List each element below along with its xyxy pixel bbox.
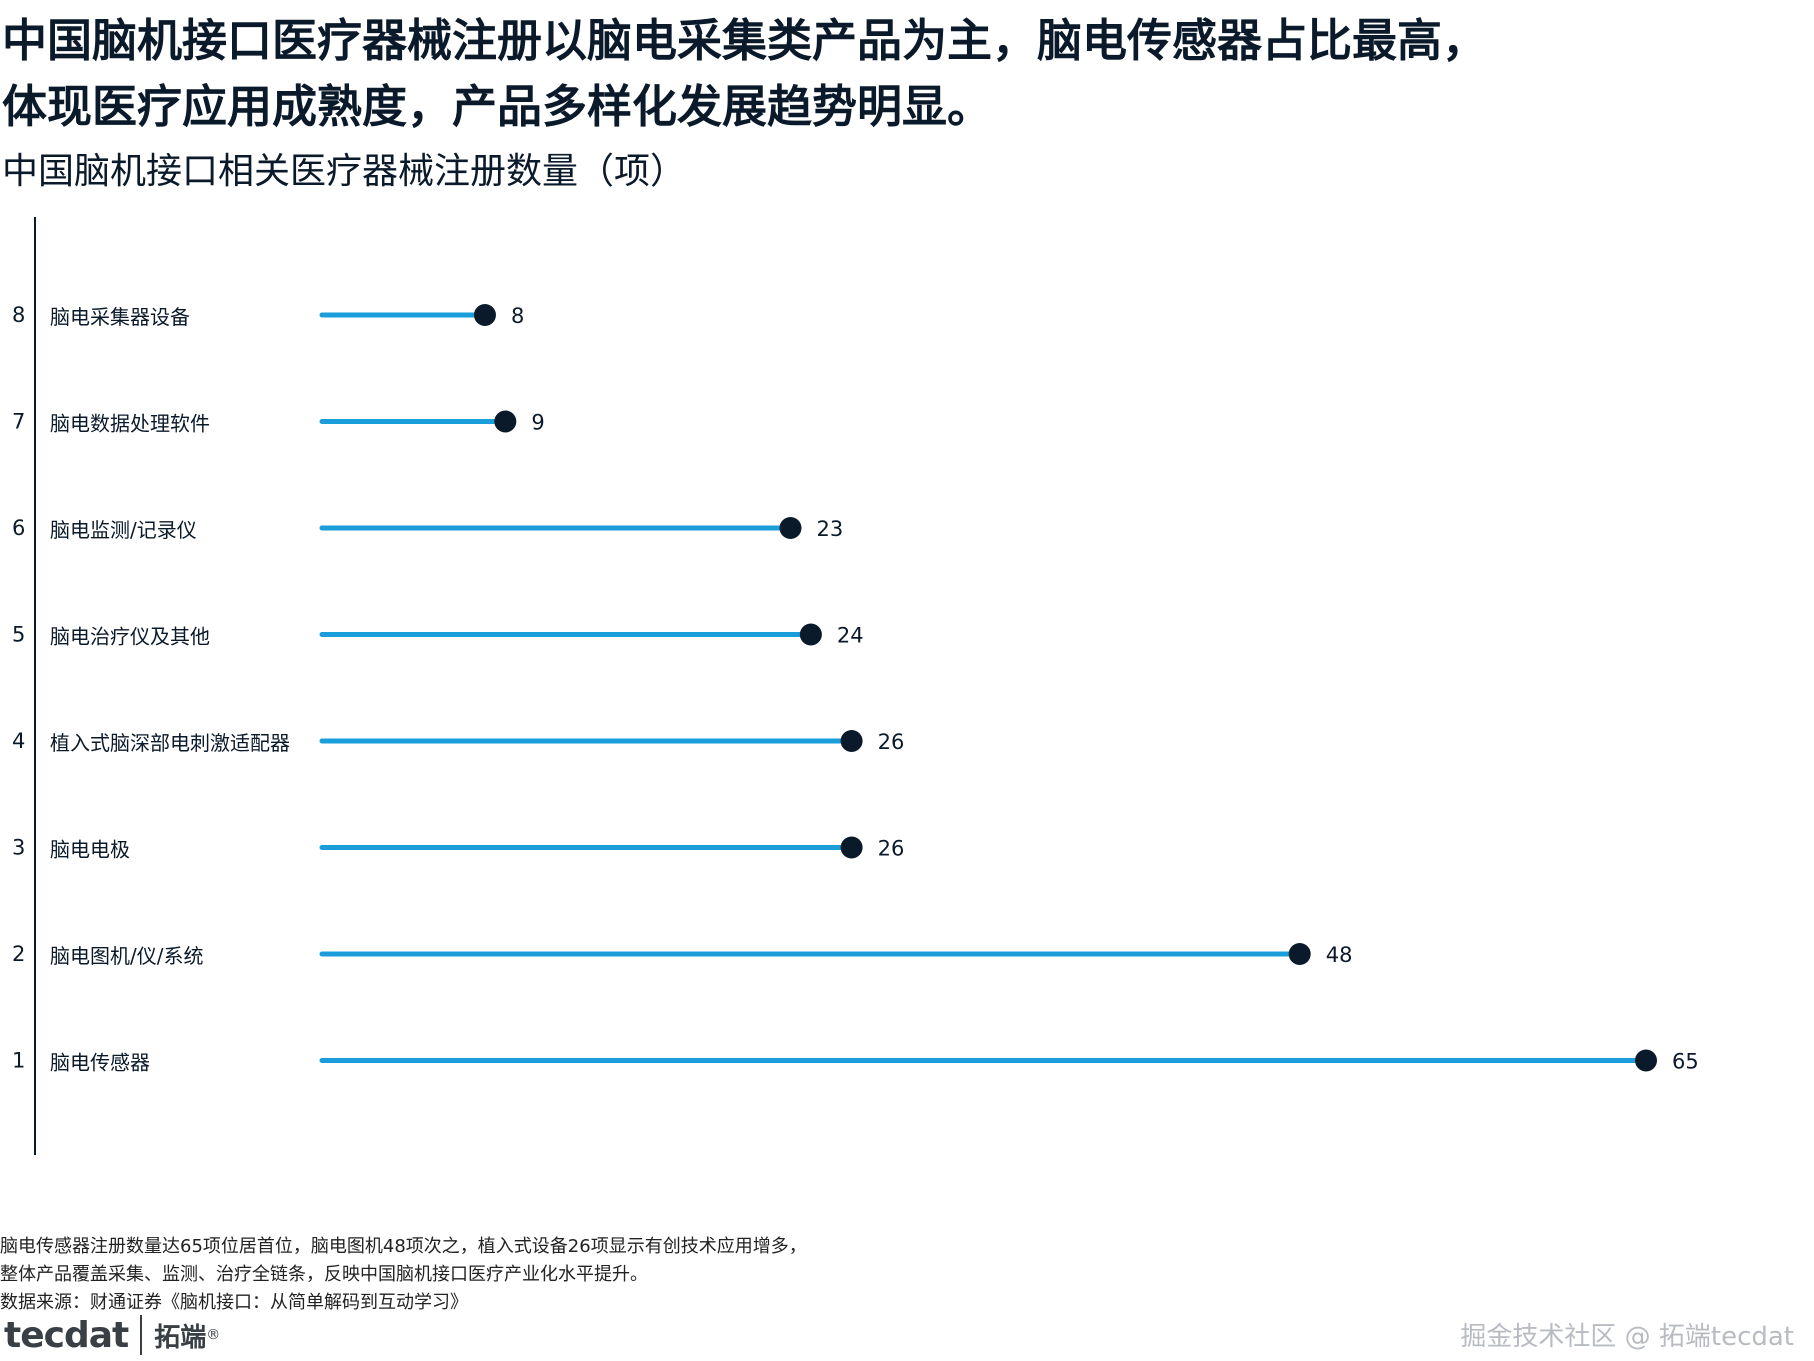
logo-name: 拓端: [154, 1322, 207, 1353]
rank-label: 8: [12, 303, 25, 327]
rank-label: 6: [12, 516, 25, 540]
lollipop-dot: [494, 410, 517, 433]
value-label: 24: [837, 624, 864, 648]
rank-label: 1: [12, 1049, 25, 1073]
footnote: 脑电传感器注册数量达65项位居首位，脑电图机48项次之，植入式设备26项显示有创…: [0, 1233, 807, 1317]
category-label: 植入式脑深部电刺激适配器: [50, 731, 290, 755]
footnote-line-1: 脑电传感器注册数量达65项位居首位，脑电图机48项次之，植入式设备26项显示有创…: [0, 1236, 807, 1257]
chart-rows: 8 脑电采集器设备 87 脑电数据处理软件 96 脑电监测/记录仪 235 脑电治疗仪及其他 2…: [12, 303, 1699, 1075]
logo-mark: tecdat: [4, 1314, 129, 1356]
category-label: 脑电监测/记录仪: [50, 518, 197, 542]
logo-divider: [140, 1315, 143, 1355]
lollipop-chart: 8 脑电采集器设备 87 脑电数据处理软件 96 脑电监测/记录仪 235 脑电治疗仪及其他 2…: [12, 217, 1699, 1155]
rank-label: 2: [12, 942, 25, 966]
category-label: 脑电采集器设备: [50, 305, 190, 329]
value-label: 8: [511, 304, 524, 328]
category-label: 脑电数据处理软件: [50, 412, 210, 436]
value-label: 48: [1326, 943, 1353, 967]
category-label: 脑电治疗仪及其他: [50, 625, 210, 649]
value-label: 23: [816, 517, 843, 541]
lollipop-dot: [840, 836, 863, 859]
lollipop-dot: [1635, 1049, 1657, 1072]
headline-line-1: 中国脑机接口医疗器械注册以脑电采集类产品为主，脑电传感器占比最高，: [2, 14, 1488, 67]
value-label: 65: [1672, 1050, 1699, 1074]
category-label: 脑电电极: [50, 838, 130, 862]
headline: 中国脑机接口医疗器械注册以脑电采集类产品为主，脑电传感器占比最高， 体现医疗应用…: [2, 8, 1792, 140]
lollipop-dot: [840, 730, 863, 752]
value-label: 26: [878, 730, 905, 754]
footnote-line-2: 整体产品覆盖采集、监测、治疗全链条，反映中国脑机接口医疗产业化水平提升。: [0, 1264, 648, 1285]
lollipop-dot: [779, 517, 802, 539]
lollipop-dot: [799, 623, 822, 646]
rank-label: 3: [12, 836, 25, 860]
rank-label: 7: [12, 410, 25, 434]
lollipop-dot: [473, 304, 496, 326]
category-label: 脑电图机/仪/系统: [50, 944, 203, 968]
headline-line-2: 体现医疗应用成熟度，产品多样化发展趋势明显。: [2, 80, 993, 133]
brand-logo: tecdat 拓端 ®: [4, 1310, 220, 1360]
logo-registered-mark: ®: [206, 1327, 221, 1343]
watermark: 掘金技术社区 @ 拓端tecdat: [1460, 1322, 1794, 1352]
footnote-source: 数据来源：财通证券《脑机接口：从简单解码到互动学习》: [0, 1292, 468, 1313]
rank-label: 4: [12, 729, 25, 753]
chart-subtitle: 中国脑机接口相关医疗器械注册数量（项）: [2, 151, 687, 192]
value-label: 26: [878, 837, 905, 861]
value-label: 9: [531, 411, 544, 435]
category-label: 脑电传感器: [50, 1051, 150, 1075]
rank-label: 5: [12, 623, 25, 647]
lollipop-dot: [1288, 943, 1311, 965]
